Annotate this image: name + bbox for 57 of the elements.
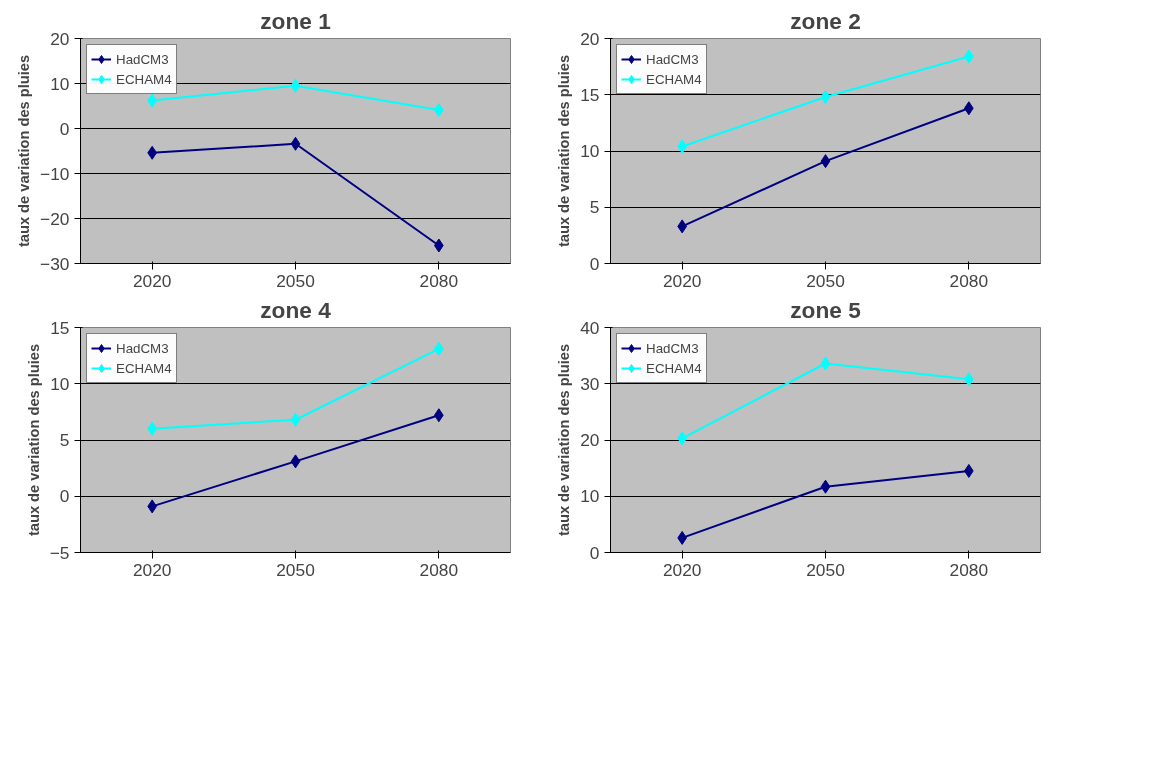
point (290, 454, 301, 469)
y-tick-label: 40 (580, 317, 600, 338)
chart-title: zone 4 (260, 296, 332, 323)
x-tick-label: 2080 (419, 559, 459, 580)
point (820, 479, 831, 494)
point (290, 78, 301, 93)
y-tick-label: 0 (589, 542, 600, 563)
y-tick-label: 10 (580, 141, 600, 161)
y-tick-label: 0 (59, 486, 70, 507)
x-tick-label: 2080 (419, 270, 459, 291)
y-tick-label: 0 (589, 253, 600, 274)
legend-label: HadCM3 (646, 51, 699, 67)
x-tick-label: 2020 (132, 270, 172, 291)
y-axis-title: taux de variation des pluies (556, 343, 573, 537)
x-tick-label: 2020 (132, 559, 172, 580)
legend-label: HadCM3 (116, 340, 169, 356)
legend-label: ECHAM4 (646, 71, 702, 87)
chart-title: zone 1 (260, 7, 331, 34)
x-tick-label: 2050 (806, 270, 845, 291)
y-tick-label: 20 (580, 28, 600, 49)
x-tick-label: 2050 (276, 559, 315, 580)
y-tick-label: 10 (50, 73, 70, 94)
legend-label: HadCM3 (646, 340, 699, 356)
y-axis-title: taux de variation des pluies (25, 343, 42, 537)
y-tick-label: 10 (580, 486, 600, 507)
y-tick-label: 15 (50, 317, 70, 338)
point (820, 154, 831, 169)
y-axis-title: taux de variation des pluies (556, 54, 573, 248)
x-tick-label: 2080 (949, 270, 989, 291)
y-tick-label: 5 (589, 197, 600, 218)
y-tick-label: −20 (40, 208, 70, 229)
y-tick-label: −5 (49, 542, 70, 563)
x-tick-label: 2050 (276, 270, 315, 291)
legend-label: ECHAM4 (116, 360, 172, 376)
x-tick-label: 2020 (662, 270, 702, 291)
y-tick-label: −10 (40, 163, 70, 184)
y-tick-label: 5 (59, 430, 70, 450)
x-tick-label: 2020 (662, 559, 702, 580)
y-tick-label: 15 (580, 84, 600, 105)
y-tick-label: 30 (580, 373, 600, 394)
x-tick-label: 2080 (949, 559, 989, 580)
y-tick-label: 20 (580, 430, 600, 450)
chart-title: zone 2 (790, 7, 861, 34)
legend-label: ECHAM4 (116, 71, 172, 87)
point (290, 412, 301, 427)
legend-label: HadCM3 (116, 51, 169, 67)
y-tick-label: −30 (40, 253, 70, 274)
y-axis-title: taux de variation des pluies (16, 54, 33, 248)
y-tick-label: 10 (50, 373, 70, 394)
point (820, 356, 831, 371)
y-tick-label: 0 (59, 118, 70, 139)
point (290, 136, 301, 151)
y-tick-label: 20 (50, 28, 70, 49)
legend-label: ECHAM4 (646, 360, 702, 376)
chart-title: zone 5 (790, 296, 861, 323)
point (820, 90, 831, 104)
x-tick-label: 2050 (806, 559, 845, 580)
